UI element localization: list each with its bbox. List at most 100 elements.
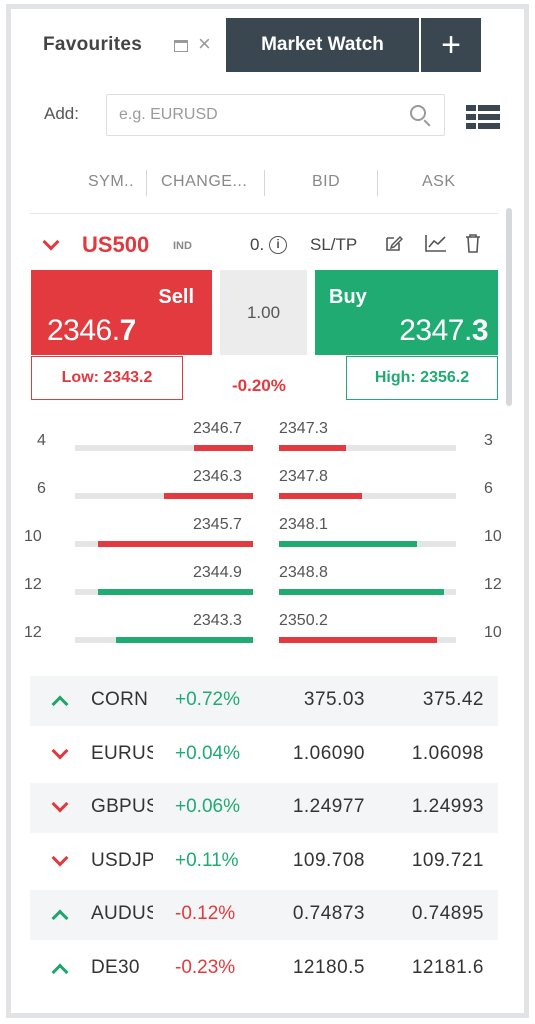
depth-bid-volume: 4 [37,432,46,449]
watchlist-symbol: GBPUSD [91,796,153,818]
watchlist-row[interactable]: USDJPY +0.11% 109.708 109.721 [30,837,498,887]
add-label: Add: [44,104,79,123]
depth-row: 4 2346.7 2347.3 3 [0,420,535,460]
info-icon[interactable]: i [269,236,287,254]
depth-ask-volume: 12 [484,576,502,593]
tab-market-watch[interactable]: Market Watch [226,18,419,72]
depth-ask-price: 2348.8 [279,564,328,581]
depth-ask-volume: 3 [484,432,493,449]
watchlist-ask[interactable]: 12181.6 [411,957,484,978]
watchlist-ask[interactable]: 109.721 [411,849,484,871]
depth-bid-volume: 6 [37,480,46,497]
watchlist-ask[interactable]: 1.06098 [411,742,484,764]
buy-label: Buy [329,286,367,308]
watchlist-bid[interactable]: 1.24977 [292,796,365,818]
chevron-up-icon[interactable] [51,909,69,927]
watchlist-bid[interactable]: 0.74873 [292,903,365,925]
sl-tp-button[interactable]: SL/TP [310,235,358,254]
depth-ask-fill [279,541,418,547]
edit-icon[interactable] [385,234,403,252]
depth-bid-price: 2346.7 [193,420,242,437]
watchlist-change: -0.23% [175,957,236,978]
depth-bid-bar [75,541,253,547]
col-header-symbol[interactable]: SYM.. [88,173,135,190]
watchlist-row[interactable]: AUDUSD -0.12% 0.74873 0.74895 [30,890,498,941]
add-symbol-input[interactable] [119,95,399,135]
watchlist-row[interactable]: GBPUSD +0.06% 1.24977 1.24993 [30,783,498,834]
depth-bid-fill [194,445,253,451]
layout-grid-icon[interactable] [466,105,500,129]
sell-price-pip: 7 [119,314,137,347]
watchlist-ask[interactable]: 0.74895 [411,903,484,925]
chevron-down-icon[interactable] [51,795,69,813]
watchlist-change: +0.04% [175,742,240,764]
col-divider[interactable] [377,170,378,196]
watchlist-bid[interactable]: 12180.5 [292,957,365,978]
watchlist-change: +0.06% [175,796,240,818]
chevron-up-icon[interactable] [51,695,69,713]
buy-button[interactable]: Buy 2347.3 [315,270,498,355]
watchlist-bid[interactable]: 375.03 [303,689,365,710]
watchlist-change: +0.72% [175,689,240,710]
depth-row: 12 2344.9 2348.8 12 [0,564,535,604]
depth-ask-bar [279,589,456,595]
watchlist-symbol: CORN [91,689,149,710]
close-icon[interactable]: × [198,31,211,56]
watchlist-row[interactable]: CORN +0.72% 375.03 375.42 [30,676,498,726]
detach-window-icon[interactable] [174,40,188,52]
buy-price-pip: 3 [471,314,489,347]
depth-ask-volume: 10 [484,528,502,545]
instrument-symbol[interactable]: US500 [82,232,150,257]
tab-market-watch-label: Market Watch [261,34,384,55]
col-header-change[interactable]: CHANGE... [161,173,248,190]
col-header-bid[interactable]: BID [312,173,341,190]
depth-bid-volume: 12 [24,624,42,641]
col-divider[interactable] [146,170,147,196]
depth-bid-bar [75,445,253,451]
watchlist-row[interactable]: EURUSD +0.04% 1.06090 1.06098 [30,730,498,780]
depth-row: 10 2345.7 2348.1 10 [0,516,535,556]
chevron-up-icon[interactable] [51,963,69,981]
col-header-ask[interactable]: ASK [422,173,456,190]
lot-size-input[interactable]: 1.00 [220,270,307,355]
watchlist-ask[interactable]: 1.24993 [411,796,484,818]
watchlist-row[interactable]: DE30 -0.23% 12180.5 12181.6 [30,944,498,994]
depth-ask-price: 2347.3 [279,420,328,437]
chart-icon[interactable] [425,234,447,252]
sell-button[interactable]: Sell 2346.7 [31,270,212,355]
watchlist-bid[interactable]: 1.06090 [292,742,365,764]
depth-ask-fill [279,589,444,595]
instrument-type: IND [173,240,192,252]
tab-bar: Favourites × Market Watch + [20,18,490,72]
depth-ask-volume: 10 [484,624,502,641]
high-price-badge: High: 2356.2 [346,356,498,400]
watchlist-symbol: AUDUSD [91,903,153,925]
depth-ask-fill [279,493,363,499]
depth-bid-volume: 12 [24,576,42,593]
trash-icon[interactable] [465,233,481,253]
depth-ask-bar [279,445,456,451]
buy-price-main: 2347. [399,314,472,347]
depth-bid-fill [98,541,253,547]
chevron-down-icon[interactable] [51,849,69,867]
watchlist-ask[interactable]: 375.42 [422,689,484,710]
watchlist-change: -0.12% [175,903,236,925]
depth-bid-bar [75,493,253,499]
scrollbar[interactable] [506,208,512,406]
buy-price: 2347.3 [399,314,488,348]
depth-bid-fill [98,589,253,595]
depth-ask-volume: 6 [484,480,493,497]
lot-size-partial: 0. [250,235,265,254]
chevron-down-icon[interactable] [51,742,69,760]
depth-ask-bar [279,637,456,643]
add-tab-button[interactable]: + [421,18,481,72]
watchlist-symbol: USDJPY [91,849,153,871]
watchlist-bid[interactable]: 109.708 [292,849,365,871]
search-icon[interactable] [410,105,426,121]
sell-label: Sell [158,286,194,308]
add-symbol-search [106,94,445,136]
depth-bid-bar [75,637,253,643]
col-divider[interactable] [264,170,265,196]
depth-bid-price: 2345.7 [193,516,242,533]
tab-favourites[interactable]: Favourites × [20,18,226,72]
